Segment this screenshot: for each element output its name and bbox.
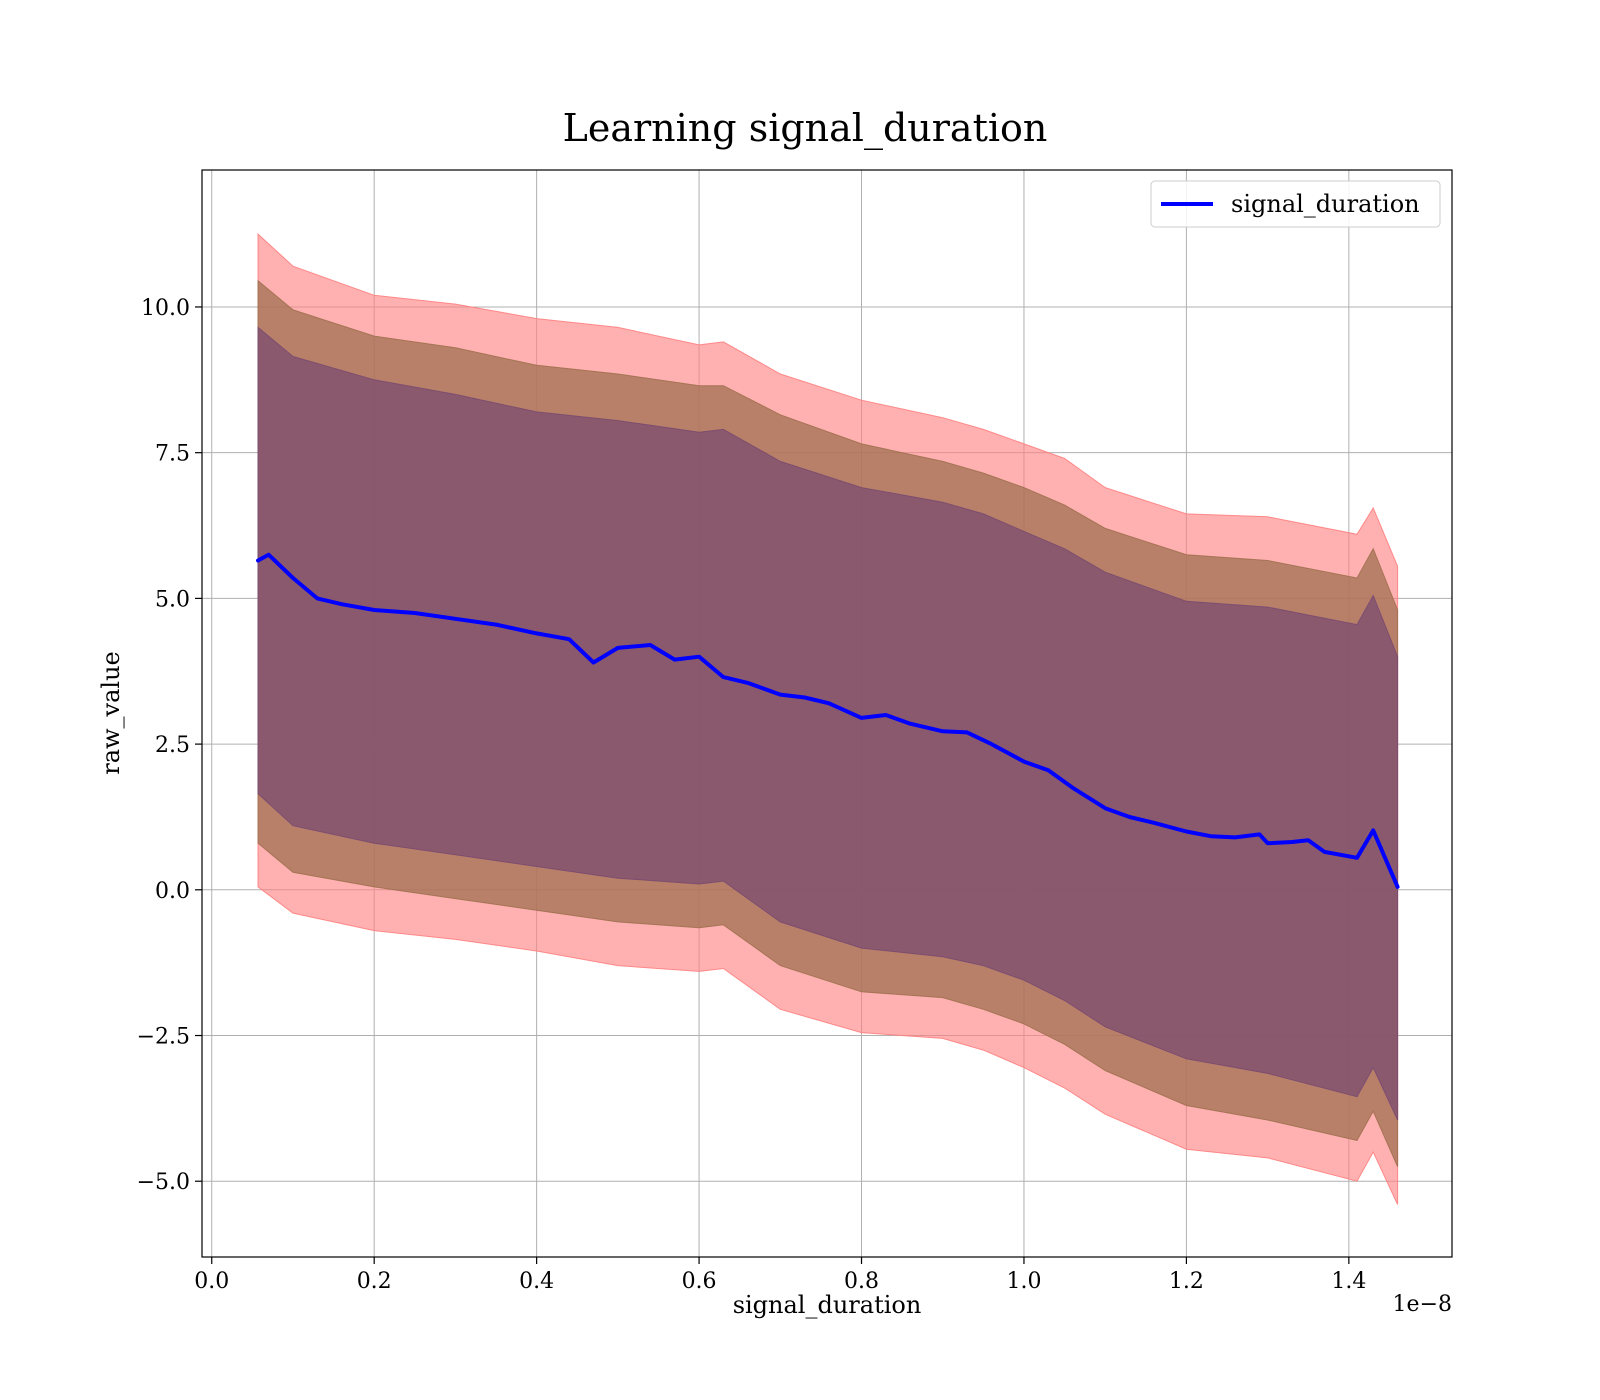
bands	[257, 232, 1399, 1205]
y-tick-label: 2.5	[155, 733, 190, 758]
x-offset-text: 1e−8	[1393, 1292, 1452, 1317]
y-tick-label: 0.0	[155, 879, 190, 904]
x-tick-label: 1.4	[1331, 1269, 1366, 1294]
legend-label: signal_duration	[1231, 190, 1420, 218]
legend: signal_duration	[1150, 180, 1441, 228]
x-tick-label: 0.4	[519, 1269, 554, 1294]
y-tick-label: 10.0	[141, 296, 190, 321]
legend-box	[1150, 180, 1441, 228]
x-tick-label: 0.2	[357, 1269, 392, 1294]
y-axis-ticks: −5.0 −2.5 0.0 2.5 5.0 7.5 10.0	[137, 296, 202, 1195]
y-tick-label: −2.5	[137, 1025, 190, 1050]
series-line-0	[256, 552, 1400, 889]
y-tick-label: 7.5	[155, 442, 190, 467]
x-tick-label: 1.0	[1006, 1269, 1041, 1294]
x-tick-label: 0.6	[682, 1269, 717, 1294]
x-tick-label: 0.8	[844, 1269, 879, 1294]
lines	[256, 552, 1400, 889]
x-tick-label: 1.2	[1169, 1269, 1204, 1294]
band-inner	[257, 326, 1399, 1121]
chart-title: Learning signal_duration	[563, 106, 1048, 151]
y-axis-label: raw_value	[97, 651, 125, 775]
x-axis-ticks: 0.0 0.2 0.4 0.6 0.8 1.0 1.2 1.4	[194, 1257, 1366, 1294]
y-tick-label: 5.0	[155, 587, 190, 612]
y-tick-label: −5.0	[137, 1170, 190, 1195]
plot-frame	[201, 169, 1453, 1258]
x-axis-label: signal_duration	[733, 1291, 922, 1319]
x-tick-label: 0.0	[194, 1269, 229, 1294]
